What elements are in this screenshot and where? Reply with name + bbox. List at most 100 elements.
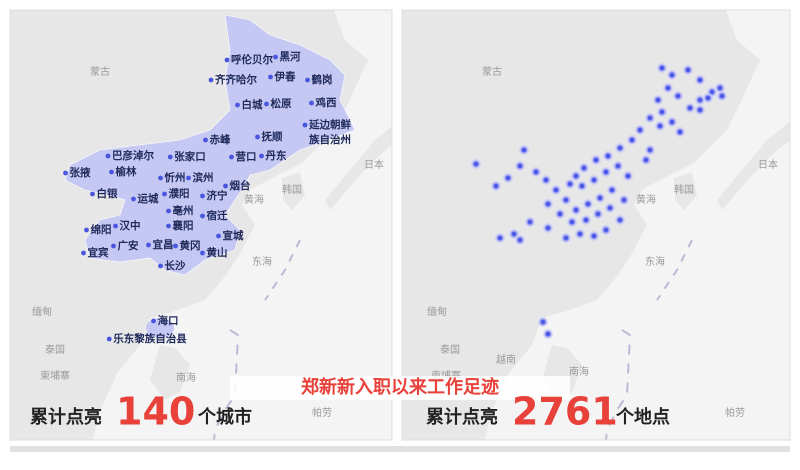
shadow [10, 446, 790, 452]
location-dot [716, 90, 728, 102]
location-dot [564, 178, 576, 190]
location-dot [656, 106, 668, 118]
location-dot [540, 174, 552, 186]
city-dot [223, 183, 228, 189]
country-label: 帕劳 [312, 406, 332, 419]
city-dot [84, 227, 89, 233]
city-label: 白银 [97, 187, 118, 200]
location-dot [626, 134, 638, 146]
city-label: 忻州 [165, 171, 186, 184]
city-dot [173, 243, 178, 249]
stat-prefix: 累计点亮 [426, 406, 498, 428]
city-label: 乐东黎族自治县 [113, 332, 187, 345]
city-label: 鸡西 [315, 96, 337, 109]
location-dot [570, 204, 582, 216]
city-label: 濮阳 [169, 187, 190, 200]
left-frame [9, 9, 393, 441]
country-label: 日本 [758, 158, 778, 171]
location-dot [618, 194, 630, 206]
location-dot [682, 64, 694, 76]
city-label: 榆林 [116, 165, 137, 178]
location-dot [524, 216, 536, 228]
location-dot [550, 184, 562, 196]
city-label: 白城 [242, 98, 263, 111]
city-label: 宜昌 [153, 238, 174, 251]
right-map: 蒙古日本韩国黄海东海缅甸泰国柬埔寨越南南海帕劳 [402, 10, 790, 440]
city-dot [203, 137, 208, 143]
city-dot [305, 77, 310, 83]
location-dot [574, 228, 586, 240]
city-label: 齐齐哈尔 [215, 73, 257, 86]
location-dot [672, 90, 684, 102]
city-label: 宿迁 [207, 209, 228, 222]
country-label: 韩国 [674, 183, 694, 196]
location-dot [576, 180, 588, 192]
location-dot [594, 192, 606, 204]
location-dot [542, 222, 554, 234]
country-label: 东海 [252, 255, 272, 268]
location-dot [470, 158, 482, 170]
city-dot [151, 318, 156, 324]
city-label: 松原 [271, 97, 292, 110]
location-dot [590, 154, 602, 166]
city-label: 鹤岗 [311, 73, 333, 86]
city-label: 伊春 [274, 70, 296, 83]
location-dot [502, 172, 514, 184]
country-label: 帕劳 [725, 406, 745, 419]
city-label: 张家口 [174, 150, 206, 163]
location-dot [560, 194, 572, 206]
city-dot [235, 102, 240, 108]
right-frame [401, 9, 791, 441]
city-label: 滨州 [193, 171, 214, 184]
location-dot [674, 126, 686, 138]
country-label: 缅甸 [32, 305, 52, 318]
location-dot [602, 150, 614, 162]
location-dot [694, 94, 706, 106]
city-dot [255, 134, 260, 140]
city-dot [229, 154, 234, 160]
country-label: 泰国 [440, 343, 460, 356]
city-dot [90, 191, 95, 197]
country-label: 东海 [645, 255, 665, 268]
city-label: 襄阳 [172, 219, 194, 232]
stat-suffix: 个城市 [197, 406, 252, 428]
location-dot [508, 228, 520, 240]
location-dot [490, 180, 502, 192]
city-dot [208, 77, 214, 83]
city-dot [264, 101, 269, 107]
city-label: 长沙 [165, 259, 186, 272]
city-label: 亳州 [173, 204, 194, 217]
city-label: 济宁 [207, 189, 228, 202]
city-dot [81, 250, 86, 256]
city-label: 赤峰 [210, 133, 231, 146]
location-dot [530, 166, 542, 178]
city-dot [63, 170, 68, 176]
title-bg [230, 376, 570, 400]
city-label: 延边朝鲜 [308, 118, 351, 131]
city-dot [105, 153, 111, 159]
city-dot [166, 208, 171, 214]
country-label: 黄海 [636, 193, 656, 206]
city-label: 运城 [138, 192, 159, 205]
location-dot [640, 154, 652, 166]
location-dot [518, 144, 530, 156]
city-dot [158, 263, 163, 269]
city-dot [113, 223, 118, 229]
location-dot [634, 124, 646, 136]
location-dot [554, 208, 566, 220]
location-dot [656, 62, 668, 74]
location-dot [570, 170, 582, 182]
city-dot [268, 74, 273, 80]
city-label: 丹东 [266, 149, 287, 162]
location-dot [580, 214, 592, 226]
city-label: 张掖 [70, 166, 91, 179]
city-dot [224, 57, 230, 63]
country-label: 南海 [569, 365, 589, 378]
city-label: 烟台 [230, 179, 251, 192]
country-label: 南海 [176, 371, 196, 384]
city-dot [200, 213, 205, 219]
stat-count: 140 [116, 390, 195, 434]
city-label: 黄冈 [180, 239, 201, 252]
city-dot [259, 153, 264, 159]
